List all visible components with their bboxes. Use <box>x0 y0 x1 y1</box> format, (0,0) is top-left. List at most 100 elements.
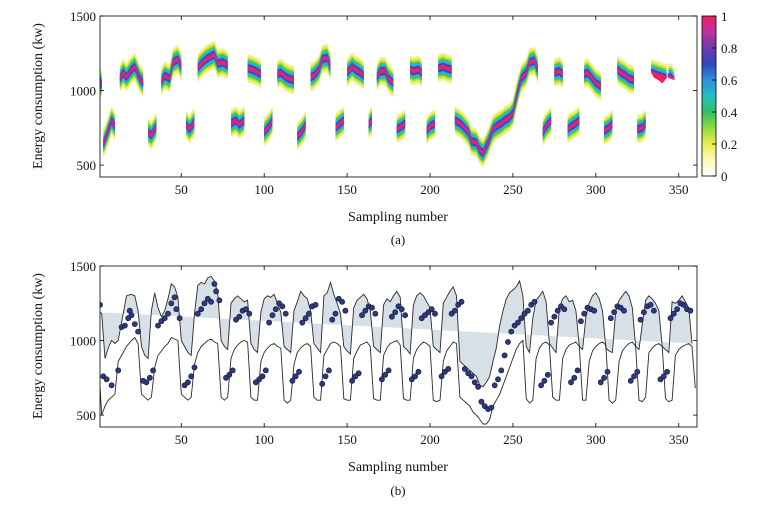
density-band-level-10 <box>426 122 435 132</box>
density-band-level-10 <box>197 53 228 70</box>
observed-point <box>355 370 362 377</box>
density-band-level-10 <box>410 68 422 74</box>
observed-point <box>432 310 438 317</box>
observed-point <box>634 368 641 375</box>
density-band-level-10 <box>650 71 676 84</box>
observed-point <box>412 373 418 380</box>
observed-point <box>339 298 345 305</box>
density-band-level-10 <box>567 119 580 131</box>
panel-a-caption: (a) <box>391 232 405 247</box>
observed-point <box>201 300 208 307</box>
panel-a-y-tick-label: 1000 <box>70 84 96 99</box>
observed-point <box>601 374 607 381</box>
panel-a-y-ticks: 500 1000 1500 <box>70 9 697 173</box>
observed-point <box>296 368 302 375</box>
observed-point <box>359 312 365 319</box>
colorbar-tick-label: 0.2 <box>721 137 737 152</box>
observed-point <box>458 298 465 305</box>
density-band-level-10 <box>161 58 182 83</box>
observed-point <box>226 371 233 378</box>
observed-point <box>544 371 551 378</box>
observed-point <box>597 379 604 386</box>
panel-b-axes-frame <box>99 265 698 428</box>
observed-point <box>518 315 525 322</box>
observed-point <box>266 319 272 326</box>
observed-point <box>607 315 614 322</box>
observed-point <box>329 316 336 323</box>
observed-point <box>664 368 670 375</box>
observed-point <box>388 313 395 320</box>
observed-point <box>362 307 369 314</box>
observed-point <box>262 367 269 374</box>
panel-b-x-tick-label: 300 <box>586 432 606 447</box>
observed-point <box>319 380 326 387</box>
observed-point <box>146 374 153 381</box>
observed-point <box>428 306 435 313</box>
observed-point <box>342 307 349 314</box>
panel-b-x-ticks: 50 100 150 200 250 300 350 <box>175 266 689 447</box>
observed-point <box>515 319 521 326</box>
observed-point <box>491 382 498 389</box>
panel-b: 50 100 150 200 250 300 350 500 1000 1500 Samplin… <box>31 0 698 498</box>
observed-point <box>551 313 558 320</box>
density-band-level-6 <box>119 61 144 89</box>
density-band-level-10 <box>396 122 406 131</box>
observed-point <box>538 382 544 389</box>
observed-point <box>554 307 561 314</box>
density-band-level-7 <box>119 62 144 88</box>
observed-point <box>272 306 279 313</box>
observed-point <box>236 313 243 320</box>
density-band-level-10 <box>335 119 344 129</box>
observed-point <box>168 300 175 307</box>
panel-a-x-tick-label: 200 <box>420 182 440 197</box>
panel-b-y-tick-label: 500 <box>77 408 97 423</box>
panel-b-x-tick-label: 100 <box>254 432 274 447</box>
observed-point <box>651 307 657 314</box>
panel-b-caption: (b) <box>390 483 405 498</box>
observed-point <box>161 315 168 322</box>
density-band-level-10 <box>584 71 601 88</box>
observed-point <box>143 379 150 386</box>
observed-point <box>135 328 141 335</box>
observed-point <box>415 368 422 375</box>
observed-point <box>216 297 223 304</box>
observed-point <box>131 321 138 327</box>
observed-point <box>165 310 171 317</box>
observed-point <box>501 352 508 359</box>
observed-point <box>637 316 644 323</box>
observed-point <box>171 294 178 301</box>
panel-a-heat-bands <box>100 40 676 168</box>
observed-point <box>647 301 654 308</box>
panel-a-x-tick-label: 350 <box>669 182 689 197</box>
observed-point <box>402 312 408 319</box>
observed-point <box>488 404 495 411</box>
density-band-level-10 <box>368 119 372 126</box>
density-band-level-10 <box>347 65 364 77</box>
density-band-level-6 <box>197 49 228 74</box>
panel-b-interval-band <box>100 276 692 387</box>
panel-a: 50 100 150 200 250 300 350 500 1000 1500 Samplin… <box>31 9 738 247</box>
density-band-level-10 <box>247 67 261 76</box>
colorbar-tick-label: 0.6 <box>721 73 738 88</box>
observed-point <box>691 0 696 3</box>
observed-point <box>581 310 588 317</box>
density-band-level-10 <box>604 122 613 132</box>
panel-a-x-tick-label: 150 <box>337 182 357 197</box>
observed-point <box>548 319 554 326</box>
observed-point <box>621 307 627 314</box>
density-band-level-10 <box>310 56 331 79</box>
panel-b-y-tick-label: 1500 <box>70 259 96 274</box>
panel-b-observed-points <box>100 0 696 412</box>
colorbar <box>701 15 717 177</box>
observed-point <box>246 310 253 317</box>
observed-point <box>508 328 515 335</box>
observed-point <box>122 322 128 329</box>
observed-point <box>325 367 332 374</box>
observed-point <box>211 280 218 287</box>
observed-point <box>242 306 249 313</box>
density-band-level-1 <box>650 58 676 71</box>
observed-point <box>674 306 680 313</box>
density-band-level-3 <box>650 62 676 75</box>
colorbar-tick-label: 0 <box>721 169 728 184</box>
density-band-level-10 <box>438 65 452 71</box>
